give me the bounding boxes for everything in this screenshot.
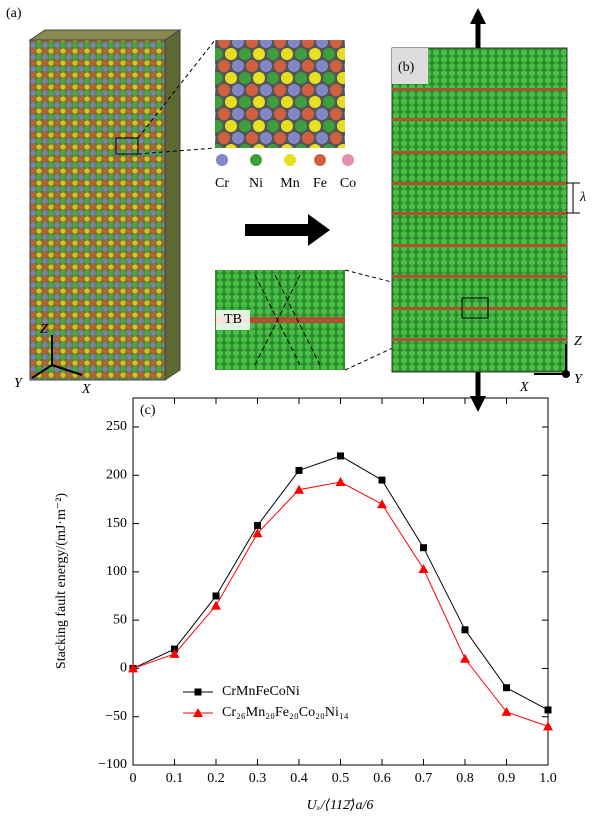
- legend-label: Cr₂₆Mn₂₀Fe₂₀Co₂₀Ni₁₄: [222, 705, 349, 720]
- marker: [544, 706, 552, 714]
- element-label: Co: [340, 176, 356, 191]
- marker: [212, 592, 220, 600]
- y-tick-label: 50: [113, 612, 127, 627]
- spacing-label: λ: [579, 190, 586, 205]
- panel-label: (c): [140, 403, 156, 418]
- marker: [543, 721, 553, 731]
- x-tick-label: 0.9: [498, 771, 516, 786]
- x-tick-label: 0.1: [166, 771, 184, 786]
- legend-label: CrMnFeCoNi: [222, 684, 300, 699]
- marker: [461, 626, 469, 634]
- axis-label: Y: [574, 372, 584, 387]
- y-tick-label: 100: [106, 564, 127, 579]
- marker: [418, 563, 429, 573]
- marker: [252, 528, 263, 538]
- marker: [337, 452, 344, 460]
- x-tick-label: 0.2: [207, 771, 225, 786]
- panel-label: (b): [398, 60, 415, 75]
- axis-label: X: [519, 380, 529, 395]
- y-axis-title: Stacking fault energy/(mJ·m⁻²): [54, 493, 69, 670]
- axis-label: X: [81, 382, 91, 397]
- element-label: Fe: [313, 176, 327, 191]
- marker: [420, 544, 427, 552]
- y-tick-label: 150: [106, 516, 127, 531]
- x-tick-label: 0.4: [290, 771, 308, 786]
- alloy-slab: [28, 29, 216, 381]
- axis-label: Z: [40, 322, 48, 337]
- element-legend: [216, 154, 354, 166]
- zoom-inset: [215, 40, 345, 148]
- element-label: Mn: [280, 176, 299, 191]
- marker: [460, 653, 470, 663]
- axes-triad: [31, 335, 83, 379]
- legend-marker: [194, 688, 202, 696]
- marker: [377, 499, 387, 509]
- x-tick-label: 0.6: [373, 771, 391, 786]
- marker: [294, 484, 304, 494]
- panel-label: (a): [6, 6, 22, 21]
- y-tick-label: −100: [98, 757, 127, 772]
- x-tick-label: 0.3: [249, 771, 267, 786]
- marker: [501, 706, 512, 716]
- process-arrow: [245, 214, 330, 246]
- element-label: Ni: [249, 176, 263, 191]
- y-tick-label: −50: [105, 709, 127, 724]
- marker: [503, 684, 510, 692]
- element-label: Cr: [215, 176, 229, 191]
- twinned-slab: [391, 8, 580, 412]
- marker: [211, 600, 221, 610]
- series-line: [132, 455, 549, 711]
- marker: [254, 521, 261, 529]
- y-tick-label: 250: [106, 419, 127, 434]
- marker: [169, 648, 180, 658]
- axis-label: Z: [574, 334, 582, 349]
- x-tick-label: 0.7: [415, 771, 433, 786]
- legend-marker: [193, 708, 203, 717]
- x-tick-label: 0.5: [332, 771, 350, 786]
- y-tick-label: 200: [106, 467, 127, 482]
- axis-label: Y: [14, 376, 24, 391]
- x-tick-label: 0: [130, 771, 137, 786]
- twin-boundary-label: TB: [224, 312, 242, 327]
- x-tick-label: 1.0: [539, 771, 557, 786]
- marker: [335, 477, 346, 487]
- x-tick-label: 0.8: [456, 771, 474, 786]
- x-axis-title: Uₓ/⟨112̄⟩a/6: [307, 798, 374, 813]
- marker: [128, 663, 138, 673]
- y-tick-label: 0: [120, 661, 127, 676]
- marker: [295, 466, 303, 474]
- marker: [378, 476, 386, 484]
